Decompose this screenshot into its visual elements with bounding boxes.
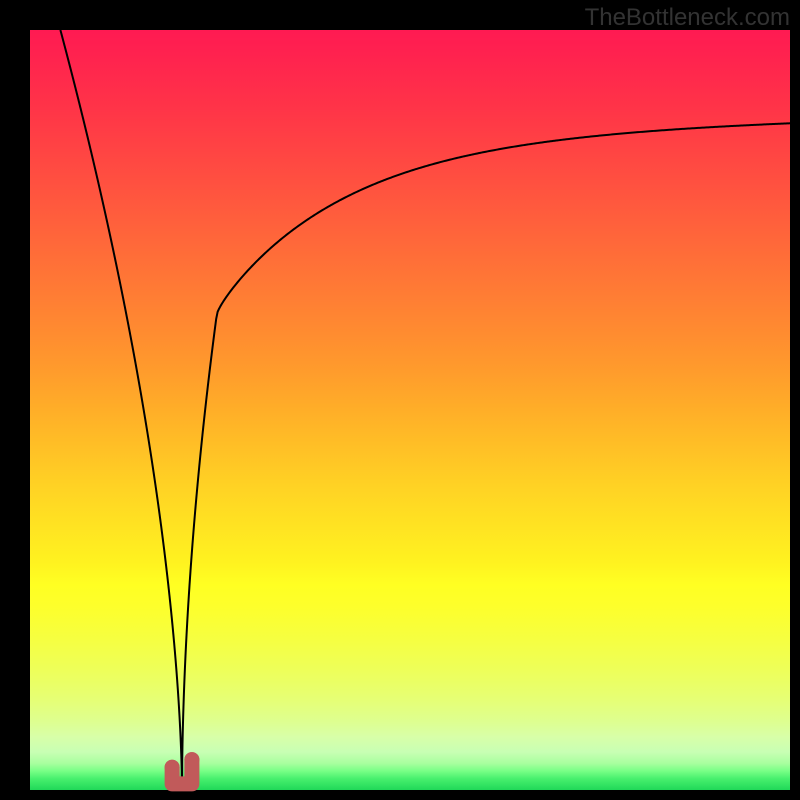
plot-area xyxy=(30,30,790,790)
dip-marker-cap xyxy=(184,752,199,767)
watermark-text: TheBottleneck.com xyxy=(585,4,790,32)
bottleneck-curve xyxy=(60,30,790,790)
chart-container: TheBottleneck.com xyxy=(0,0,800,800)
dip-marker-cap xyxy=(165,760,180,775)
curve-layer xyxy=(30,30,790,790)
